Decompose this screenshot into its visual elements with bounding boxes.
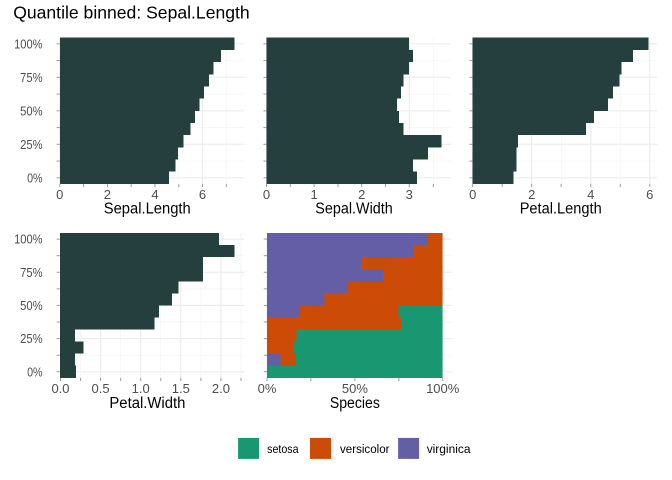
svg-text:Sepal.Length: Sepal.Length (104, 201, 191, 218)
svg-text:2: 2 (528, 187, 535, 202)
svg-text:0%: 0% (258, 381, 277, 396)
svg-text:0%: 0% (27, 170, 43, 185)
svg-text:Quantile binned: Sepal.Length: Quantile binned: Sepal.Length (13, 3, 250, 23)
svg-text:2.0: 2.0 (212, 381, 230, 396)
svg-text:1.5: 1.5 (172, 381, 190, 396)
svg-text:Species: Species (330, 395, 380, 412)
svg-text:Sepal.Width: Sepal.Width (315, 201, 393, 218)
svg-text:1.0: 1.0 (132, 381, 150, 396)
svg-text:0.0: 0.0 (51, 381, 69, 396)
svg-text:4: 4 (587, 187, 594, 202)
svg-text:4: 4 (151, 187, 158, 202)
svg-text:50%: 50% (342, 381, 368, 396)
svg-text:75%: 75% (20, 265, 43, 280)
svg-text:2: 2 (358, 187, 365, 202)
svg-text:6: 6 (199, 187, 206, 202)
svg-text:25%: 25% (20, 137, 43, 152)
svg-text:50%: 50% (20, 298, 43, 313)
svg-text:Petal.Width: Petal.Width (109, 395, 185, 412)
svg-text:100%: 100% (426, 381, 460, 396)
svg-text:6: 6 (646, 187, 653, 202)
svg-text:setosa: setosa (267, 442, 299, 456)
svg-text:Petal.Length: Petal.Length (520, 201, 602, 218)
svg-text:100%: 100% (14, 232, 43, 247)
svg-text:2: 2 (104, 187, 111, 202)
svg-text:25%: 25% (20, 331, 43, 346)
svg-text:50%: 50% (20, 103, 43, 118)
svg-text:0.5: 0.5 (92, 381, 110, 396)
svg-text:75%: 75% (20, 70, 43, 85)
svg-text:versicolor: versicolor (340, 442, 390, 456)
svg-text:0: 0 (56, 187, 63, 202)
svg-text:0: 0 (469, 187, 476, 202)
svg-text:1: 1 (310, 187, 317, 202)
svg-text:3: 3 (406, 187, 413, 202)
svg-text:virginica: virginica (427, 442, 471, 456)
svg-text:0%: 0% (27, 364, 43, 379)
svg-text:100%: 100% (14, 36, 43, 51)
svg-text:0: 0 (263, 187, 270, 202)
